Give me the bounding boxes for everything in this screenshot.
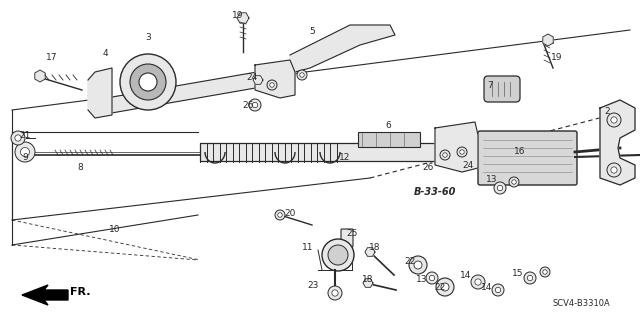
Circle shape — [512, 180, 516, 184]
Polygon shape — [363, 279, 373, 287]
Polygon shape — [290, 25, 395, 72]
Circle shape — [328, 286, 342, 300]
Text: 14: 14 — [460, 271, 472, 279]
Circle shape — [509, 177, 519, 187]
Text: 17: 17 — [46, 54, 58, 63]
Polygon shape — [35, 70, 45, 82]
Text: 22: 22 — [404, 257, 415, 266]
Bar — [358, 132, 420, 147]
Text: FR.: FR. — [70, 287, 90, 297]
Circle shape — [443, 153, 447, 157]
Text: 16: 16 — [515, 147, 525, 157]
Text: 7: 7 — [487, 80, 493, 90]
Text: 4: 4 — [102, 48, 108, 57]
Text: 26: 26 — [243, 100, 253, 109]
Polygon shape — [253, 76, 263, 84]
Circle shape — [492, 284, 504, 296]
Circle shape — [278, 213, 282, 217]
FancyBboxPatch shape — [341, 229, 353, 247]
Text: 11: 11 — [302, 243, 314, 253]
Circle shape — [543, 270, 547, 274]
Text: 25: 25 — [346, 228, 358, 238]
Circle shape — [322, 239, 354, 271]
Circle shape — [297, 70, 307, 80]
Circle shape — [120, 54, 176, 110]
FancyBboxPatch shape — [484, 76, 520, 102]
Circle shape — [275, 210, 285, 220]
Polygon shape — [543, 34, 553, 46]
Circle shape — [328, 245, 348, 265]
Text: SCV4-B3310A: SCV4-B3310A — [552, 299, 610, 308]
Text: 13: 13 — [416, 276, 428, 285]
Circle shape — [460, 150, 464, 154]
Circle shape — [441, 283, 449, 291]
Polygon shape — [22, 285, 68, 305]
Circle shape — [409, 256, 427, 274]
Text: 21: 21 — [19, 130, 31, 139]
Text: 9: 9 — [22, 153, 28, 162]
Circle shape — [267, 80, 277, 90]
Circle shape — [332, 290, 338, 296]
Circle shape — [300, 73, 304, 77]
Text: 14: 14 — [481, 283, 493, 292]
Polygon shape — [88, 68, 112, 118]
Circle shape — [471, 275, 485, 289]
Circle shape — [11, 131, 25, 145]
Text: 6: 6 — [385, 121, 391, 130]
Circle shape — [475, 279, 481, 285]
Circle shape — [457, 147, 467, 157]
Circle shape — [15, 135, 21, 141]
Circle shape — [495, 287, 500, 293]
Circle shape — [252, 102, 258, 108]
Polygon shape — [435, 122, 478, 172]
Text: 24: 24 — [462, 160, 474, 169]
Polygon shape — [600, 100, 635, 185]
Text: 20: 20 — [284, 209, 296, 218]
Text: 18: 18 — [369, 243, 381, 253]
Text: 23: 23 — [307, 280, 319, 290]
Polygon shape — [365, 248, 375, 256]
Text: 19: 19 — [551, 53, 563, 62]
Circle shape — [611, 117, 617, 123]
Circle shape — [426, 272, 438, 284]
Circle shape — [607, 113, 621, 127]
Text: 12: 12 — [339, 152, 351, 161]
Circle shape — [20, 147, 29, 157]
Circle shape — [611, 167, 617, 173]
Text: 19: 19 — [232, 11, 244, 19]
Circle shape — [429, 275, 435, 281]
Circle shape — [524, 272, 536, 284]
Text: 3: 3 — [145, 33, 151, 42]
Text: 22: 22 — [435, 283, 445, 292]
Circle shape — [607, 163, 621, 177]
Text: 15: 15 — [512, 269, 524, 278]
Text: 10: 10 — [109, 226, 121, 234]
FancyBboxPatch shape — [478, 131, 577, 185]
Circle shape — [414, 261, 422, 269]
Text: B-33-60: B-33-60 — [414, 187, 456, 197]
Text: 26: 26 — [422, 164, 434, 173]
Circle shape — [527, 275, 532, 281]
Circle shape — [497, 185, 502, 191]
Circle shape — [269, 83, 275, 87]
Circle shape — [494, 182, 506, 194]
Polygon shape — [237, 13, 249, 23]
Circle shape — [130, 64, 166, 100]
Text: 13: 13 — [486, 175, 498, 184]
Polygon shape — [255, 60, 295, 98]
Text: 2: 2 — [604, 108, 610, 116]
Circle shape — [139, 73, 157, 91]
Text: 8: 8 — [77, 164, 83, 173]
Bar — [200, 143, 570, 161]
Polygon shape — [95, 68, 290, 115]
Circle shape — [436, 278, 454, 296]
Text: 18: 18 — [362, 276, 374, 285]
Circle shape — [249, 99, 261, 111]
Circle shape — [440, 150, 450, 160]
Circle shape — [540, 267, 550, 277]
Text: 24: 24 — [246, 73, 258, 83]
Circle shape — [15, 142, 35, 162]
Text: 5: 5 — [309, 27, 315, 36]
